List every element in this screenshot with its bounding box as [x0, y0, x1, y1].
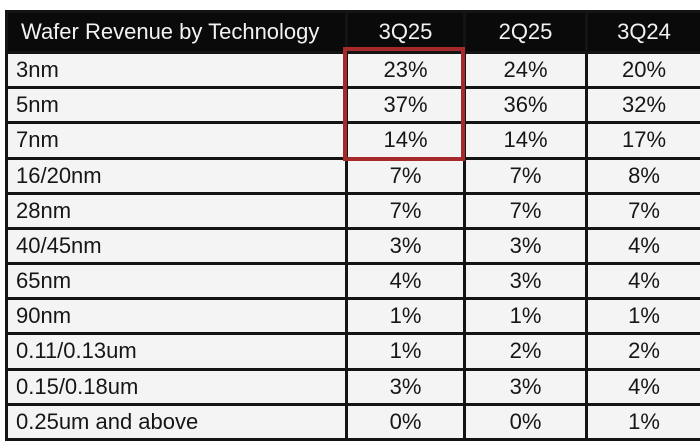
column-header-3q25: 3Q25	[345, 10, 466, 54]
row-label: 3nm	[5, 50, 348, 90]
cell-value: 4%	[585, 226, 700, 266]
cell-value: 1%	[345, 332, 466, 371]
cell-value: 4%	[585, 367, 700, 406]
table-row: 90nm 1% 1% 1%	[5, 297, 700, 336]
cell-value: 17%	[585, 121, 700, 160]
cell-value: 1%	[345, 297, 466, 336]
cell-value: 7%	[345, 191, 466, 230]
table-row: 16/20nm 7% 7% 8%	[5, 156, 700, 195]
cell-value: 24%	[463, 50, 588, 90]
cell-value: 14%	[345, 121, 466, 160]
cell-value: 1%	[585, 297, 700, 336]
table-row: 0.25um and above 0% 0% 1%	[5, 402, 700, 441]
cell-value: 3%	[345, 367, 466, 406]
row-label: 90nm	[5, 297, 348, 336]
cell-value: 7%	[463, 156, 588, 195]
column-header-3q24: 3Q24	[585, 10, 700, 54]
table-title: Wafer Revenue by Technology	[5, 10, 348, 54]
table-row: 40/45nm 3% 3% 4%	[5, 226, 700, 266]
cell-value: 0%	[345, 402, 466, 441]
row-label: 0.11/0.13um	[5, 332, 348, 371]
row-label: 0.25um and above	[5, 402, 348, 441]
cell-value: 3%	[463, 262, 588, 301]
row-label: 16/20nm	[5, 156, 348, 195]
row-label: 0.15/0.18um	[5, 367, 348, 406]
cell-value: 23%	[345, 50, 466, 90]
cell-value: 1%	[585, 402, 700, 441]
cell-value: 4%	[345, 262, 466, 301]
cell-value: 3%	[463, 226, 588, 266]
table-row: 0.15/0.18um 3% 3% 4%	[5, 367, 700, 406]
row-label: 40/45nm	[5, 226, 348, 266]
row-label: 65nm	[5, 262, 348, 301]
row-label: 28nm	[5, 191, 348, 230]
cell-value: 37%	[345, 86, 466, 125]
cell-value: 4%	[585, 262, 700, 301]
header-row: Wafer Revenue by Technology 3Q25 2Q25 3Q…	[5, 10, 700, 54]
cell-value: 8%	[585, 156, 700, 195]
cell-value: 3%	[463, 367, 588, 406]
cell-value: 20%	[585, 50, 700, 90]
cell-value: 2%	[585, 332, 700, 371]
cell-value: 36%	[463, 86, 588, 125]
cell-value: 3%	[345, 226, 466, 266]
table-row: 65nm 4% 3% 4%	[5, 262, 700, 301]
cell-value: 0%	[463, 402, 588, 441]
cell-value: 14%	[463, 121, 588, 160]
table-row: 28nm 7% 7% 7%	[5, 191, 700, 230]
wafer-revenue-table: Wafer Revenue by Technology 3Q25 2Q25 3Q…	[5, 10, 700, 441]
cell-value: 1%	[463, 297, 588, 336]
table-row: 5nm 37% 36% 32%	[5, 86, 700, 125]
cell-value: 7%	[463, 191, 588, 230]
cell-value: 7%	[345, 156, 466, 195]
cell-value: 2%	[463, 332, 588, 371]
table-row: 7nm 14% 14% 17%	[5, 121, 700, 160]
table-row: 3nm 23% 24% 20%	[5, 50, 700, 90]
row-label: 7nm	[5, 121, 348, 160]
column-header-2q25: 2Q25	[463, 10, 588, 54]
table-row: 0.11/0.13um 1% 2% 2%	[5, 332, 700, 371]
cell-value: 32%	[585, 86, 700, 125]
row-label: 5nm	[5, 86, 348, 125]
cell-value: 7%	[585, 191, 700, 230]
